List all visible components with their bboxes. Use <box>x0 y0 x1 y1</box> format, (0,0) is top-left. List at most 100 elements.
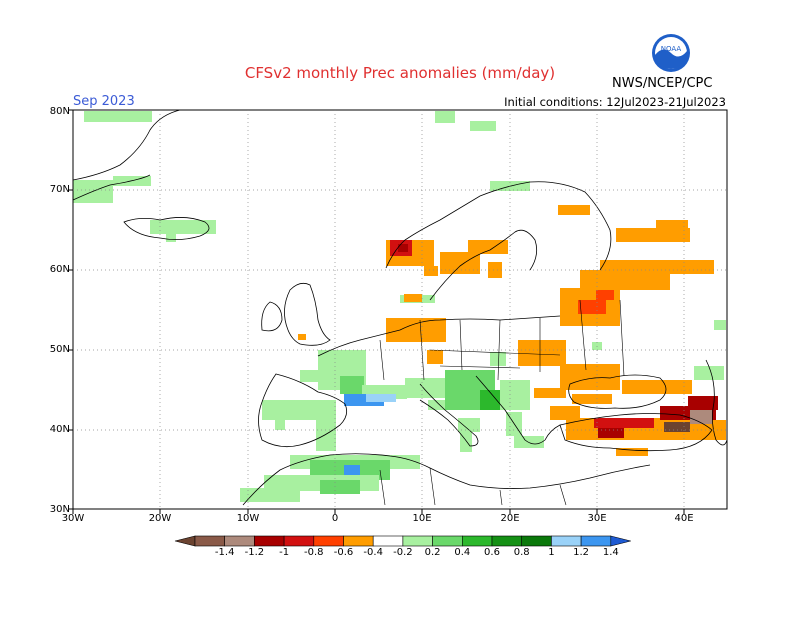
anomaly-cell <box>427 350 443 364</box>
anomaly-cell <box>262 400 336 420</box>
anomaly-cell <box>362 385 407 399</box>
noaa-logo: NOAA <box>651 33 691 73</box>
anomaly-cell <box>398 244 408 252</box>
anomaly-cell <box>592 342 602 350</box>
lon-label-20w: 20W <box>148 513 172 524</box>
anomaly-cell <box>490 352 506 366</box>
colorbar-label: -0.6 <box>333 547 354 558</box>
colorbar-legend <box>174 535 631 547</box>
colorbar-label: 1.2 <box>573 547 590 558</box>
anomaly-cell <box>320 480 360 494</box>
initial-conditions: Initial conditions: 12Jul2023-21Jul2023 <box>504 95 726 109</box>
lat-label-80n: 80N <box>49 106 70 117</box>
anomaly-cell <box>616 228 690 242</box>
lon-label-30w: 30W <box>61 513 85 524</box>
colorbar-swatch <box>521 535 552 547</box>
anomaly-cell <box>275 418 285 430</box>
colorbar-label: 1.4 <box>602 547 619 558</box>
colorbar-label: -1.2 <box>244 547 265 558</box>
anomaly-cell <box>470 121 496 131</box>
anomaly-cell <box>240 488 300 502</box>
colorbar-swatch <box>551 535 582 547</box>
colorbar-swatch <box>194 535 226 547</box>
anomaly-cell <box>73 180 113 203</box>
lat-label-60n: 60N <box>49 264 70 275</box>
anomaly-cell <box>656 220 688 230</box>
anomaly-cell <box>386 318 446 342</box>
graticule <box>73 110 727 509</box>
anomaly-cell <box>435 111 455 123</box>
colorbar-label: 1 <box>548 547 555 558</box>
lat-label-40n: 40N <box>49 424 70 435</box>
colorbar-swatch <box>580 535 612 547</box>
anomaly-cell <box>366 394 396 402</box>
anomaly-cell <box>550 406 580 420</box>
anomaly-cell <box>264 475 379 491</box>
anomaly-cell <box>340 376 364 394</box>
lat-label-70n: 70N <box>49 184 70 195</box>
anomaly-cell <box>458 418 480 432</box>
anomaly-cell <box>560 364 620 390</box>
anomaly-cell <box>84 111 152 122</box>
anomaly-cell <box>572 394 612 404</box>
colorbar-arrow-left <box>174 535 196 547</box>
anomaly-cell <box>688 396 718 410</box>
anomaly-cell <box>560 288 620 326</box>
anomaly-cell <box>468 240 508 254</box>
anomaly-cell <box>318 350 366 390</box>
noaa-logo-text: NOAA <box>661 45 682 53</box>
lon-label-10e: 10E <box>412 513 432 524</box>
colorbar-swatch <box>254 535 285 547</box>
colorbar-label: -0.8 <box>304 547 324 558</box>
anomaly-cell <box>616 448 648 456</box>
anomaly-cell <box>445 370 495 410</box>
colorbar-swatch <box>491 535 523 547</box>
anomaly-cell <box>578 300 606 314</box>
colorbar-swatch <box>461 535 493 547</box>
anomaly-cell <box>664 422 690 432</box>
colorbar-label: 0.4 <box>454 547 471 558</box>
forecast-month: Sep 2023 <box>73 94 135 109</box>
colorbar-swatch <box>224 535 255 547</box>
anomaly-cell <box>150 220 216 234</box>
colorbar-label: -1 <box>279 547 290 558</box>
anomaly-cell <box>558 205 590 215</box>
anomaly-cell <box>480 390 500 410</box>
colorbar-label: 0.6 <box>484 547 500 558</box>
colorbar-swatch <box>372 535 404 547</box>
anomaly-cells <box>73 111 726 502</box>
anomaly-cell <box>300 370 320 382</box>
colorbar-swatch <box>343 535 374 547</box>
map-frame <box>72 109 728 510</box>
anomaly-cell <box>424 266 438 276</box>
anomaly-cell <box>716 420 726 440</box>
colorbar-label: 0.8 <box>513 547 530 558</box>
anomaly-cell <box>290 455 420 469</box>
anomaly-cell <box>694 366 724 380</box>
lon-label-30e: 30E <box>587 513 607 524</box>
anomaly-cell <box>500 380 530 410</box>
agency-label: NWS/NCEP/CPC <box>612 76 713 91</box>
anomaly-cell <box>566 418 716 440</box>
anomaly-cell <box>490 181 530 191</box>
lon-label-40e: 40E <box>674 513 694 524</box>
coastlines <box>72 109 728 506</box>
colorbar-swatch <box>313 535 344 547</box>
anomaly-cell <box>428 400 458 410</box>
anomaly-cell <box>386 240 434 266</box>
anomaly-cell <box>506 412 522 436</box>
anomaly-cell <box>488 262 502 278</box>
lon-label-10w: 10W <box>236 513 260 524</box>
anomaly-cell <box>518 340 566 366</box>
colorbar-swatch <box>402 535 433 547</box>
anomaly-cell <box>660 406 716 420</box>
map-title: CFSv2 monthly Prec anomalies (mm/day) <box>244 64 556 82</box>
colorbar-swatch <box>283 535 315 547</box>
anomaly-cell <box>598 428 624 438</box>
anomaly-cell <box>514 436 544 448</box>
anomaly-cell <box>594 418 654 428</box>
anomaly-cell <box>344 465 360 475</box>
anomaly-cell <box>405 378 457 398</box>
anomaly-cell <box>600 260 714 274</box>
